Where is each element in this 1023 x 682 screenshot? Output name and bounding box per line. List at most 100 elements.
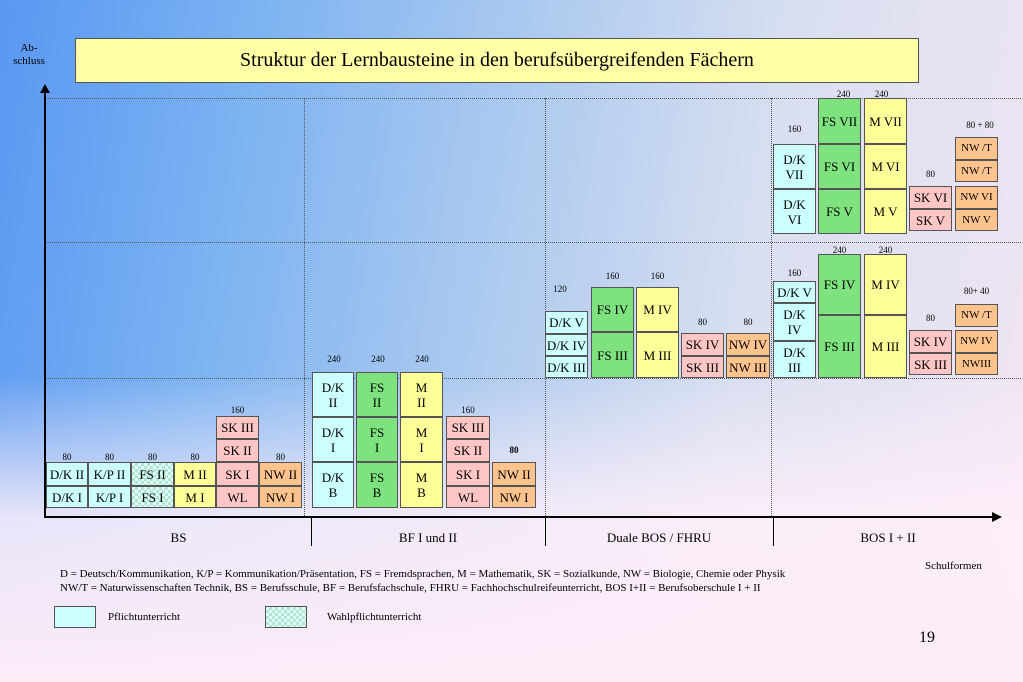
block-m-2: M II xyxy=(174,462,216,486)
block-sk-2: SK II xyxy=(216,439,259,462)
hours-bs-kp: 80 xyxy=(105,452,114,462)
block-dk-6: D/K VI xyxy=(773,189,816,234)
block-dk-7: D/K VII xyxy=(773,144,816,189)
hours-bs-sk: 160 xyxy=(230,405,245,415)
x-axis xyxy=(44,516,994,518)
block-fs-4: FS IV xyxy=(818,254,861,315)
hours-bf-m: 240 xyxy=(415,354,429,364)
schulform-bs: BS xyxy=(170,530,187,545)
block-fs-2: FS II xyxy=(356,372,398,417)
block-dk-4: D/K IV xyxy=(773,303,816,341)
block-m-7: M VII xyxy=(864,98,907,144)
schulform-bos: BOS I + II xyxy=(860,530,916,545)
block-kp-2: K/P II xyxy=(88,462,131,486)
block-nw-1: NW I xyxy=(492,486,536,508)
block-dk-5: D/K V xyxy=(773,281,816,303)
block-nw-2: NW II xyxy=(492,462,536,486)
hours-bos2-fs: 240 xyxy=(836,89,851,99)
block-fs-7: FS VII xyxy=(818,98,861,144)
block-sk-4: SK IV xyxy=(681,333,724,356)
schulform-dbos: Duale BOS / FHRU xyxy=(606,530,712,545)
hours-dbos-nw: 80 xyxy=(743,317,753,327)
tick-3 xyxy=(773,518,774,546)
block-m-1: M I xyxy=(174,486,216,508)
block-nw-5: NW V xyxy=(955,209,998,231)
legend-swatch-pflicht xyxy=(54,606,96,628)
schulform-bf: BF I und II xyxy=(398,530,458,545)
hours-bos1-m: 240 xyxy=(878,245,893,255)
y-axis-arrow xyxy=(40,84,50,93)
hours-bf-dk: 240 xyxy=(327,354,341,364)
hours-bos2-nw: 80 + 80 xyxy=(966,120,994,130)
hours-bos2-sk: 80 xyxy=(926,169,935,179)
block-dk-3: D/K III xyxy=(773,341,816,378)
legend-label-pflicht: Pflichtunterricht xyxy=(108,611,181,623)
block-sk-5: SK V xyxy=(909,209,952,231)
block-m-3: M III xyxy=(636,332,679,378)
hours-bf-fs: 240 xyxy=(371,354,385,364)
block-nw-4: NW IV xyxy=(726,333,770,356)
block-fs-2: FS II xyxy=(131,462,174,486)
hours-bos1-sk: 80 xyxy=(926,313,935,323)
abbreviation-legend-2: NW/T = Naturwissenschaften Technik, BS =… xyxy=(60,582,761,594)
divider-1 xyxy=(304,98,305,516)
y-axis xyxy=(44,90,46,518)
block-nw-4: NW IV xyxy=(955,330,998,353)
hours-bos1-nw: 80+ 40 xyxy=(963,286,990,296)
divider-2 xyxy=(545,98,546,516)
level-line-3 xyxy=(46,98,1021,99)
block-nw-t-1: NW /T xyxy=(955,160,998,182)
block-sk-3: SK III xyxy=(681,356,724,378)
hours-bf-nw: 80 xyxy=(509,445,519,455)
block-sk-3: SK III xyxy=(446,416,490,439)
tick-2 xyxy=(545,518,546,546)
block-fs-1: FS I xyxy=(131,486,174,508)
hours-bos2-dk: 160 xyxy=(787,124,802,134)
hours-bos1-fs: 240 xyxy=(832,245,847,255)
block-sk-3: SK III xyxy=(909,353,952,375)
hours-dbos-m: 160 xyxy=(650,271,665,281)
block-nw-6: NW VI xyxy=(955,186,998,209)
hours-dbos-sk: 80 xyxy=(698,317,707,327)
hours-bs-fs: 80 xyxy=(148,452,157,462)
y-axis-label: Ab- schluss xyxy=(13,42,45,67)
block-m-4: M IV xyxy=(864,254,907,315)
level-line-1 xyxy=(46,378,1021,379)
block-sk-1: SK I xyxy=(446,462,490,486)
hours-dbos-fs: 160 xyxy=(605,271,620,281)
block-dk-1: D/K I xyxy=(312,417,354,462)
hours-bos2-m: 240 xyxy=(874,89,889,99)
block-nw-t: NW /T xyxy=(955,304,998,327)
legend-label-wahl: Wahlpflichtunterricht xyxy=(327,611,422,623)
block-fs-1: FS I xyxy=(356,417,398,462)
block-dk-2: D/K II xyxy=(312,372,354,417)
page-number: 19 xyxy=(919,629,935,646)
block-dk-4: D/K IV xyxy=(545,334,588,356)
block-fs-b: FS B xyxy=(356,462,398,508)
block-wl: WL xyxy=(216,486,259,508)
block-dk-1: D/K I xyxy=(46,486,88,508)
x-axis-arrow xyxy=(992,512,1002,522)
block-dk-3: D/K III xyxy=(545,356,588,378)
block-m-5: M V xyxy=(864,189,907,234)
block-fs-6: FS VI xyxy=(818,144,861,189)
hours-bs-dk: 80 xyxy=(62,452,72,462)
block-m-3: M III xyxy=(864,315,907,378)
block-fs-3: FS III xyxy=(591,332,634,378)
block-sk-6: SK VI xyxy=(909,186,952,209)
block-nw-2: NW II xyxy=(259,462,302,486)
block-nw-1: NW I xyxy=(259,486,302,508)
block-dk-b: D/K B xyxy=(312,462,354,508)
block-sk-3: SK III xyxy=(216,416,259,439)
hours-bs-m: 80 xyxy=(190,452,200,462)
block-fs-3: FS III xyxy=(818,315,861,378)
block-sk-1: SK I xyxy=(216,462,259,486)
block-sk-2: SK II xyxy=(446,439,490,462)
block-m-4: M IV xyxy=(636,287,679,332)
block-fs-5: FS V xyxy=(818,189,861,234)
block-m-2: M II xyxy=(400,372,443,417)
block-m-b: M B xyxy=(400,462,443,508)
block-wl: WL xyxy=(446,486,490,508)
hours-bs-nw: 80 xyxy=(276,452,285,462)
tick-1 xyxy=(311,518,312,546)
